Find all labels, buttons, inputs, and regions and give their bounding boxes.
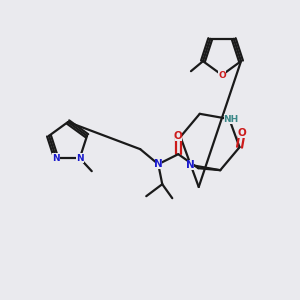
Bar <box>218 70 226 80</box>
Bar <box>224 114 237 124</box>
Text: N: N <box>186 160 195 170</box>
Bar <box>52 153 60 163</box>
Bar <box>76 153 83 163</box>
Bar <box>154 159 162 169</box>
Text: N: N <box>52 154 60 163</box>
Text: O: O <box>218 70 226 80</box>
Text: O: O <box>238 128 246 138</box>
Text: N: N <box>154 159 163 169</box>
Bar <box>187 160 194 170</box>
Bar <box>238 128 246 138</box>
Text: O: O <box>174 131 183 141</box>
Text: NH: NH <box>223 115 238 124</box>
Bar <box>175 131 182 141</box>
Text: N: N <box>76 154 84 163</box>
